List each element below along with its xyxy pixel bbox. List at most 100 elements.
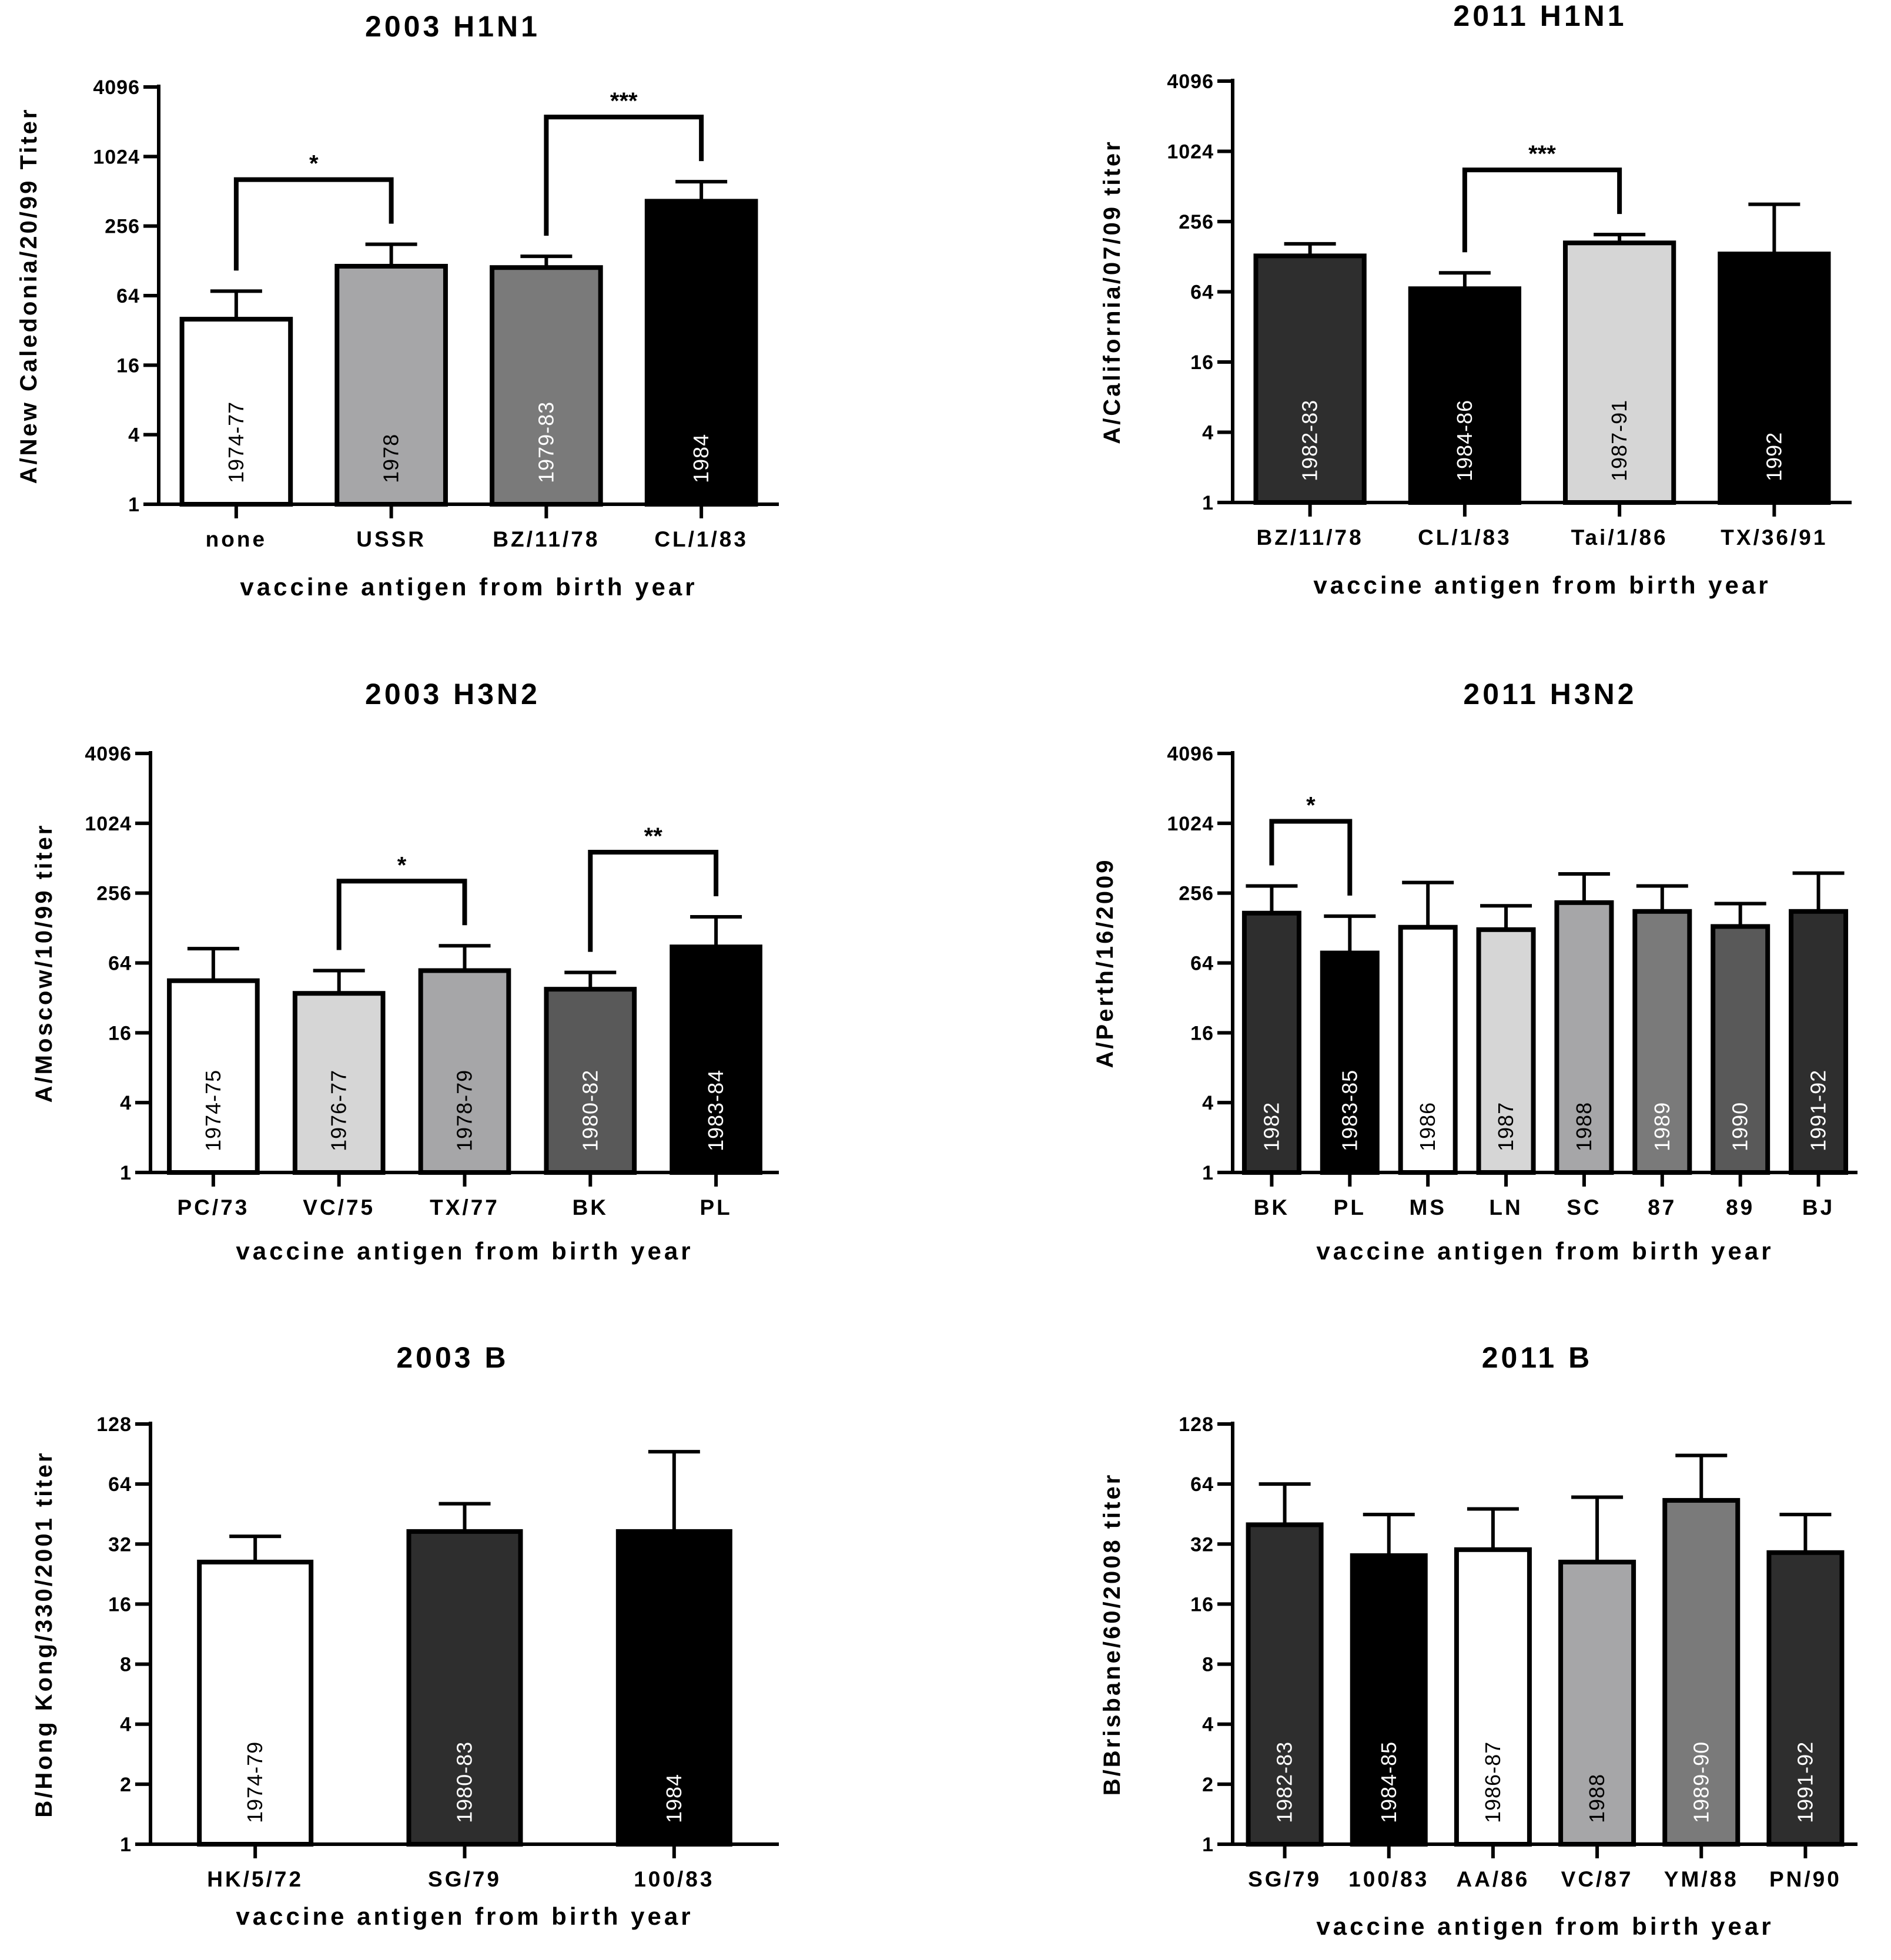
bar-ym-88	[1662, 1497, 1741, 1847]
x-tick-label: PN/90	[1769, 1867, 1842, 1891]
y-tick-label: 1	[120, 1162, 132, 1184]
bar-bz-11-78	[1253, 253, 1367, 505]
y-tick-label: 16	[116, 354, 140, 377]
y-tick-label: 1	[1202, 1162, 1214, 1184]
significance-marker: *	[397, 852, 407, 878]
x-tick-label: TX/77	[430, 1195, 500, 1219]
x-tick-label: SG/79	[428, 1867, 501, 1891]
y-tick-label: 16	[108, 1022, 132, 1044]
significance-marker: ***	[1528, 141, 1556, 167]
x-tick-label: YM/88	[1664, 1867, 1739, 1891]
chart-title: 2011 B	[1482, 1341, 1592, 1374]
y-tick-label: 4	[1202, 1092, 1214, 1114]
x-tick-label: TX/36/91	[1721, 525, 1828, 550]
bar-birth-year-label: 1980-82	[578, 1070, 602, 1151]
bar-pc-73	[167, 978, 260, 1175]
x-axis-label: vaccine antigen from birth year	[1316, 1237, 1773, 1265]
panel-h3n2-2003: 2003 H3N2 A/Moscow/10/99 titer 1 4 16 64 256 10…	[31, 678, 779, 1265]
bar-birth-year-label: 1984-85	[1377, 1741, 1401, 1823]
y-tick-label: 128	[1179, 1413, 1214, 1436]
bar-hk-5-72	[197, 1559, 314, 1847]
y-tick-label: 64	[116, 285, 140, 307]
bar-birth-year-label: 1984-86	[1452, 400, 1477, 481]
y-tick-label: 4	[1202, 1714, 1214, 1736]
y-tick-label: 1024	[1167, 813, 1214, 835]
y-axis-label: A/Moscow/10/99 titer	[31, 823, 57, 1103]
bar-100-83	[1350, 1553, 1428, 1847]
bar-birth-year-label: 1974-75	[201, 1070, 225, 1151]
y-axis-label: A/New Caledonia/20/99 Titer	[16, 108, 42, 484]
y-tick-label: 8	[120, 1654, 132, 1676]
bar-birth-year-label: 1984	[662, 1774, 686, 1823]
x-tick-label: PL	[1334, 1195, 1366, 1219]
bar-cl-1-83	[644, 199, 758, 507]
significance-bracket	[544, 115, 704, 236]
x-tick-label: Tai/1/86	[1571, 525, 1668, 550]
y-tick-label: 64	[1190, 282, 1214, 304]
y-tick-label: 1	[120, 1834, 132, 1856]
panel-h3n2-2011: 2011 H3N2 A/Perth/16/2009 1 4 16 64 256 1024 409…	[1092, 678, 1857, 1265]
y-tick-label: 64	[1190, 1473, 1214, 1496]
bar-birth-year-label: 1989	[1650, 1102, 1674, 1151]
bar-vc-87	[1558, 1559, 1636, 1847]
x-tick-label: CL/1/83	[1418, 525, 1512, 550]
y-tick-label: 64	[1190, 953, 1214, 975]
y-tick-label: 1024	[85, 813, 132, 835]
y-tick-label: 256	[1179, 883, 1214, 905]
bar-birth-year-label: 1989-90	[1689, 1741, 1713, 1823]
y-tick-label: 16	[1190, 1593, 1214, 1616]
bar-cl-1-83	[1408, 286, 1522, 505]
x-tick-label: BK	[573, 1195, 608, 1219]
y-tick-label: 16	[1190, 351, 1214, 374]
y-tick-label: 1	[1202, 492, 1214, 514]
x-tick-label: LN	[1489, 1195, 1522, 1219]
bar-birth-year-label: 1982	[1259, 1102, 1283, 1151]
significance-marker: *	[309, 151, 319, 177]
significance-bracket	[1462, 167, 1622, 253]
chart-title: 2011 H3N2	[1463, 678, 1636, 711]
x-tick-label: BK	[1254, 1195, 1290, 1219]
bar-birth-year-label: 1982-83	[1298, 400, 1322, 481]
x-tick-label: none	[206, 527, 267, 551]
bar-birth-year-label: 1986	[1415, 1102, 1440, 1151]
bar-ussr	[334, 263, 448, 507]
bar-89	[1711, 924, 1770, 1175]
y-tick-label: 32	[1190, 1533, 1214, 1556]
bar-birth-year-label: 1986-87	[1481, 1741, 1505, 1823]
chart-title: 2003 H3N2	[365, 678, 540, 711]
y-tick-label: 2	[120, 1774, 132, 1796]
y-tick-label: 4	[120, 1092, 132, 1114]
y-tick-label: 64	[108, 953, 132, 975]
x-tick-label: CL/1/83	[654, 527, 748, 551]
x-axis-label: vaccine antigen from birth year	[236, 1902, 693, 1930]
y-tick-label: 256	[105, 216, 140, 238]
x-tick-label: 89	[1726, 1195, 1755, 1219]
bar-birth-year-label: 1987-91	[1607, 400, 1631, 481]
bar-birth-year-label: 1983-84	[704, 1070, 728, 1151]
bar-ln	[1476, 927, 1536, 1175]
panel-h1n1-2011: 2011 H1N1 A/California/07/09 titer 1 4 16 64 2…	[1099, 0, 1852, 599]
y-tick-label: 128	[96, 1413, 132, 1436]
bar-birth-year-label: 1982-83	[1273, 1741, 1297, 1823]
bar-bk	[544, 987, 637, 1175]
x-tick-label: HK/5/72	[207, 1867, 303, 1891]
significance-marker: *	[1306, 793, 1316, 819]
panel-h1n1-2003: 2003 H1N1 A/New Caledonia/20/99 Titer 1 4 16…	[16, 10, 779, 601]
y-tick-label: 2	[1202, 1774, 1214, 1796]
bar-birth-year-label: 1984	[689, 434, 713, 483]
x-axis-label: vaccine antigen from birth year	[236, 1237, 693, 1265]
bar-none	[179, 317, 293, 507]
y-tick-label: 4096	[85, 743, 132, 765]
y-axis-label: A/California/07/09 titer	[1099, 139, 1125, 444]
panel-b-2003: 2003 B B/Hong Kong/330/2001 titer 1 2 4 8 16 32…	[31, 1341, 779, 1930]
y-tick-label: 1024	[93, 146, 140, 168]
x-axis-label: vaccine antigen from birth year	[1313, 571, 1770, 599]
bar-birth-year-label: 1991-92	[1806, 1070, 1830, 1151]
significance-marker: **	[644, 823, 663, 849]
bar-birth-year-label: 1992	[1762, 432, 1786, 481]
bar-birth-year-label: 1978-79	[453, 1070, 477, 1151]
y-tick-label: 16	[108, 1593, 132, 1616]
y-axis-label: A/Perth/16/2009	[1092, 858, 1118, 1068]
significance-bracket	[1269, 819, 1353, 896]
